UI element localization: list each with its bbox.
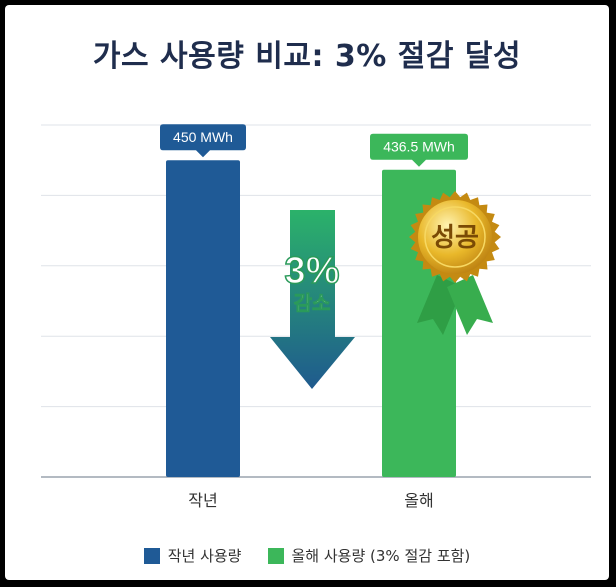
badge-label: 성공 — [431, 223, 479, 253]
legend-swatch-last-year — [143, 547, 160, 564]
category-label-1: 올해 — [404, 491, 433, 510]
category-label-0: 작년 — [188, 491, 217, 510]
legend-swatch-this-year — [267, 547, 284, 564]
legend: 작년 사용량 올해 사용량 (3% 절감 포함) — [5, 545, 609, 566]
value-callout-box-0 — [160, 124, 246, 158]
legend-item-last-year: 작년 사용량 — [143, 545, 242, 566]
value-label-0: 450 MWh — [173, 129, 233, 145]
chart-title: 가스 사용량 비교: 3% 절감 달성 — [92, 39, 522, 74]
reduction-arrow-icon: 3% 감소 — [270, 210, 355, 389]
reduction-percent-label: 3% — [285, 250, 340, 292]
legend-label-this-year: 올해 사용량 (3% 절감 포함) — [291, 547, 471, 565]
success-medal-icon: 성공 — [409, 191, 501, 335]
chart-card: 가스 사용량 비교: 3% 절감 달성 450 MWh 작년 436.5 MWh 올해… — [5, 5, 609, 580]
value-callout-box-1 — [370, 133, 468, 167]
bar-chart: 450 MWh 작년 436.5 MWh 올해 3% 감소 성공 — [41, 124, 591, 510]
legend-label-last-year: 작년 사용량 — [167, 547, 242, 565]
value-label-1: 436.5 MWh — [383, 139, 455, 155]
value-callout-0: 450 MWh — [160, 124, 246, 158]
value-callout-1: 436.5 MWh — [370, 133, 468, 167]
reduction-text-label: 감소 — [294, 291, 331, 315]
bar-0 — [166, 160, 240, 477]
legend-item-this-year: 올해 사용량 (3% 절감 포함) — [267, 545, 471, 566]
